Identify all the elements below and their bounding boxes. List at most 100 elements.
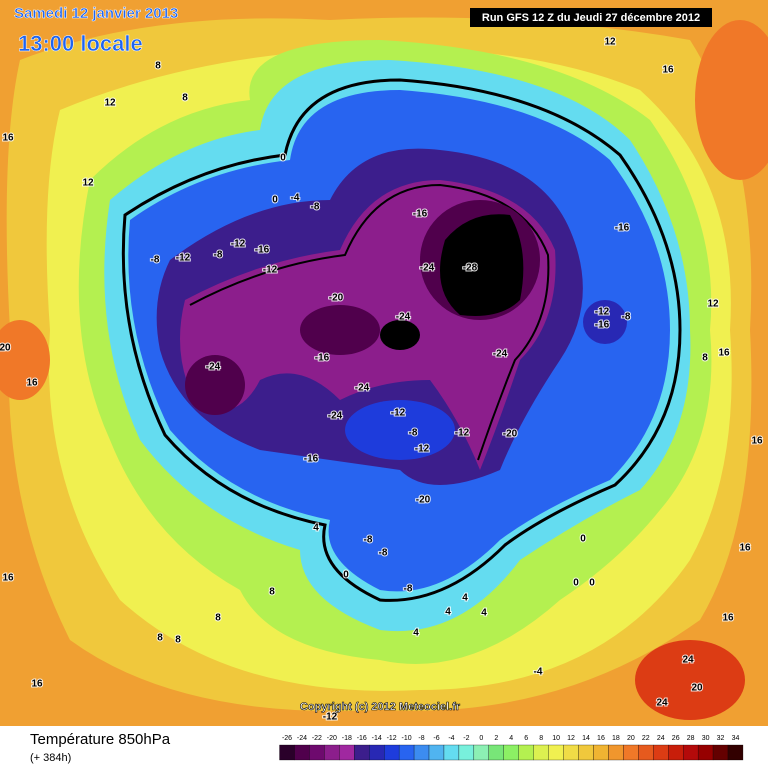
scale-label: 20 bbox=[627, 735, 635, 742]
contour-label: -24 bbox=[396, 312, 411, 323]
scale-swatch bbox=[548, 744, 564, 761]
scale-label: -18 bbox=[342, 735, 352, 742]
contour-label: 16 bbox=[31, 679, 43, 690]
zone-20 bbox=[695, 20, 768, 180]
contour-label: 24 bbox=[656, 698, 668, 709]
scale-label: 4 bbox=[509, 735, 513, 742]
scale-swatch bbox=[339, 744, 355, 761]
contour-label: -12 bbox=[455, 428, 470, 439]
scale-label: 30 bbox=[702, 735, 710, 742]
scale-swatch bbox=[294, 744, 310, 761]
scale-swatch bbox=[398, 744, 415, 761]
scale-swatch bbox=[518, 744, 534, 761]
scale-label: 6 bbox=[524, 735, 528, 742]
contour-label: 16 bbox=[751, 436, 763, 447]
scale-label: -14 bbox=[372, 735, 382, 742]
run-box bbox=[470, 8, 712, 27]
contour-label: -24 bbox=[420, 263, 435, 274]
contour-label: -16 bbox=[595, 320, 610, 331]
scale-label: 34 bbox=[732, 735, 740, 742]
scale-swatch bbox=[668, 744, 684, 761]
contour-label: -16 bbox=[413, 209, 428, 220]
contour-label: -8 bbox=[379, 548, 388, 559]
contour-label: -8 bbox=[404, 584, 413, 595]
scale-label: -4 bbox=[448, 735, 454, 742]
scale-label: 16 bbox=[597, 735, 605, 742]
contour-label: 16 bbox=[739, 543, 751, 554]
contour-label: -28 bbox=[463, 263, 478, 274]
scale-label: -16 bbox=[357, 735, 367, 742]
contour-label: 8 bbox=[155, 61, 161, 72]
zone-minus-28 bbox=[440, 214, 524, 316]
scale-swatch bbox=[413, 744, 430, 761]
contour-label: -12 bbox=[263, 265, 278, 276]
zone-minus-12 bbox=[345, 400, 455, 460]
zone-minus-28 bbox=[380, 320, 420, 350]
scale-swatch bbox=[638, 744, 654, 761]
contour-label: -12 bbox=[176, 253, 191, 264]
contour-label: 0 bbox=[280, 153, 286, 164]
contour-label: -20 bbox=[503, 429, 518, 440]
contour-label: -4 bbox=[291, 193, 300, 204]
zone-24 bbox=[635, 640, 745, 720]
copyright: Copyright (c) 2012 Meteociel.fr bbox=[300, 701, 461, 713]
contour-label: 8 bbox=[215, 613, 221, 624]
scale-label: -8 bbox=[418, 735, 424, 742]
contour-label: 8 bbox=[182, 93, 188, 104]
contour-label: 16 bbox=[26, 378, 38, 389]
contour-label: -24 bbox=[206, 362, 221, 373]
scale-label: -12 bbox=[387, 735, 397, 742]
scale-swatch bbox=[608, 744, 624, 761]
scale-swatch bbox=[623, 744, 639, 761]
scale-label: 8 bbox=[539, 735, 543, 742]
contour-label: -16 bbox=[255, 245, 270, 256]
scale-swatch bbox=[473, 744, 489, 761]
contour-label: 12 bbox=[104, 98, 116, 109]
contour-label: -8 bbox=[214, 250, 223, 261]
time-label: 13:00 locale bbox=[18, 31, 143, 56]
scale-swatch bbox=[369, 744, 385, 761]
scale-label: -22 bbox=[312, 735, 322, 742]
contour-label: 20 bbox=[0, 343, 11, 354]
contour-label: 16 bbox=[2, 573, 14, 584]
contour-label: 8 bbox=[175, 635, 181, 646]
contour-label: -12 bbox=[391, 408, 406, 419]
scale-swatch bbox=[458, 744, 475, 761]
date-label: Samedi 12 janvier 2013 bbox=[14, 5, 178, 22]
scale-swatch bbox=[384, 744, 400, 761]
footer-title: Température 850hPa bbox=[30, 731, 171, 748]
scale-swatch bbox=[354, 744, 370, 761]
zone-20 bbox=[0, 320, 50, 400]
scale-label: 28 bbox=[687, 735, 695, 742]
scale-label: -24 bbox=[297, 735, 307, 742]
contour-label: -24 bbox=[493, 349, 508, 360]
scale-swatch bbox=[488, 744, 504, 761]
contour-label: -8 bbox=[364, 535, 373, 546]
scale-swatch bbox=[324, 744, 340, 761]
contour-label: 16 bbox=[662, 65, 674, 76]
contour-label: 4 bbox=[481, 608, 487, 619]
contour-label: 0 bbox=[573, 578, 579, 589]
scale-label: 22 bbox=[642, 735, 650, 742]
scale-label: 18 bbox=[612, 735, 620, 742]
scale-swatch bbox=[533, 744, 549, 761]
contour-label: -16 bbox=[315, 353, 330, 364]
contour-label: -8 bbox=[151, 255, 160, 266]
scale-label: 32 bbox=[717, 735, 725, 742]
contour-label: -24 bbox=[355, 383, 370, 394]
contour-label: -4 bbox=[534, 667, 543, 678]
contour-label: 24 bbox=[682, 655, 694, 666]
contour-label: -20 bbox=[329, 293, 344, 304]
contour-line bbox=[121, 78, 682, 602]
contour-label: -8 bbox=[311, 202, 320, 213]
contour-label: 12 bbox=[707, 299, 719, 310]
contour-label: 8 bbox=[157, 633, 163, 644]
scale-label: 24 bbox=[657, 735, 665, 742]
contour-label: 12 bbox=[604, 37, 616, 48]
contour-labels: 8 8 12 16 12 12 16 0 0 -4 -8 -16 -16 -8 -12 -8 -12 -16 -12… bbox=[0, 36, 764, 724]
contour-label: -16 bbox=[304, 454, 319, 465]
scale-label: -2 bbox=[463, 735, 469, 742]
scale-label: 26 bbox=[672, 735, 680, 742]
